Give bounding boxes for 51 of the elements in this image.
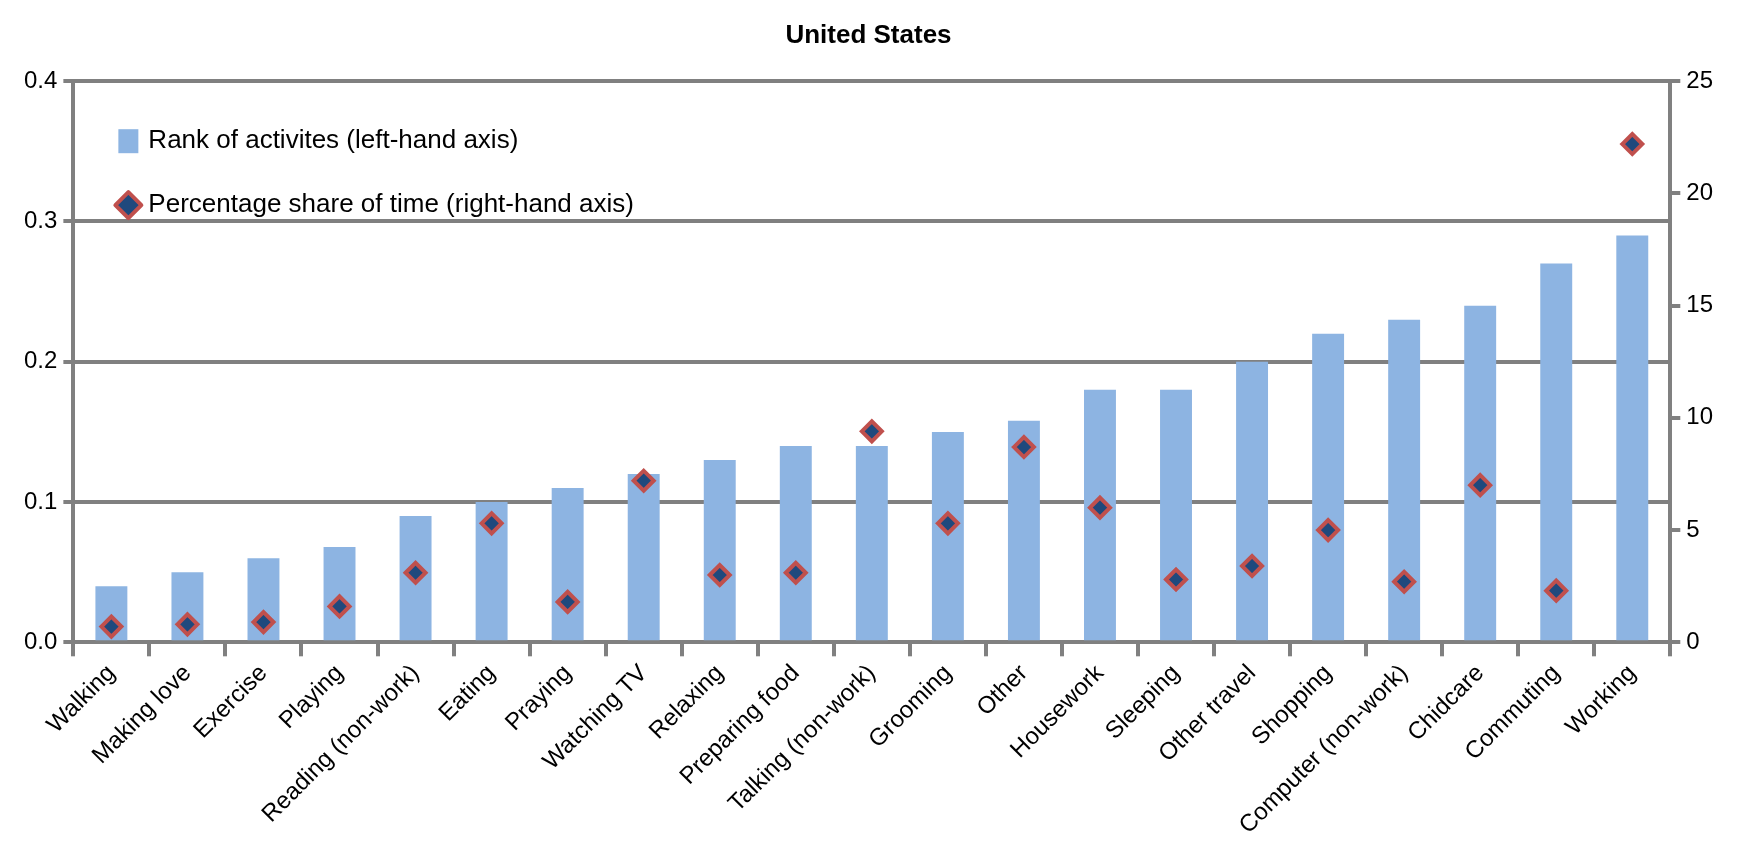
point xyxy=(707,562,732,587)
bar xyxy=(1312,333,1345,641)
bar xyxy=(1236,361,1269,641)
bar xyxy=(1540,263,1573,641)
point xyxy=(1620,132,1645,157)
bar xyxy=(1160,389,1192,641)
y-tick-label: 0.3 xyxy=(23,206,58,234)
bar xyxy=(1084,389,1116,641)
point xyxy=(631,468,656,493)
y-tick-label: 0.0 xyxy=(23,626,58,654)
point xyxy=(783,560,808,585)
chart-title: United States xyxy=(785,18,952,49)
y2-tick-label: 15 xyxy=(1686,290,1714,318)
point xyxy=(935,511,960,536)
point xyxy=(1164,567,1189,592)
point xyxy=(1240,554,1265,578)
bar xyxy=(855,445,888,641)
point xyxy=(1316,518,1341,543)
y2-tick-label: 25 xyxy=(1686,65,1714,93)
point xyxy=(251,610,276,635)
point xyxy=(403,560,428,585)
bar xyxy=(1007,420,1040,641)
bar xyxy=(551,488,584,641)
point xyxy=(99,614,124,639)
bar xyxy=(1464,305,1497,641)
bar xyxy=(1616,235,1649,641)
y2-tick-label: 5 xyxy=(1686,514,1700,542)
bar xyxy=(779,445,812,641)
point xyxy=(1087,495,1112,520)
legend-label: Rank of activites (left-hand axis) xyxy=(148,124,519,155)
point xyxy=(1544,578,1569,603)
y-tick-label: 0.2 xyxy=(23,346,58,374)
bar xyxy=(627,473,660,641)
y2-tick-label: 10 xyxy=(1686,402,1714,430)
point xyxy=(1468,473,1493,498)
y2-tick-label: 0 xyxy=(1686,626,1700,654)
bar xyxy=(931,431,964,641)
y-tick-label: 0.1 xyxy=(23,486,58,514)
bar xyxy=(1388,319,1421,641)
point xyxy=(1392,569,1417,594)
point xyxy=(175,612,200,637)
bar xyxy=(703,459,736,641)
point xyxy=(1011,435,1036,460)
point xyxy=(555,589,580,614)
point xyxy=(859,419,884,444)
legend-label: Percentage share of time (right-hand axis) xyxy=(148,188,634,219)
bar xyxy=(399,516,432,641)
y-tick-label: 0.4 xyxy=(23,65,58,93)
point xyxy=(479,511,504,536)
bar xyxy=(475,502,508,641)
y2-tick-label: 20 xyxy=(1686,178,1714,206)
